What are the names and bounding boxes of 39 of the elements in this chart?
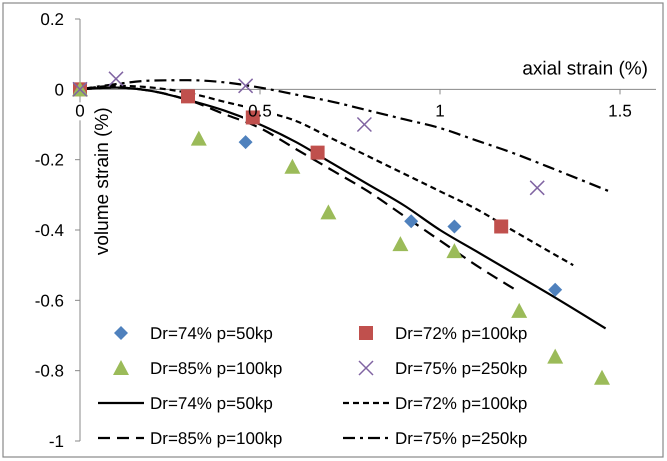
y-tick-label: -0.6 (34, 291, 64, 310)
point (447, 219, 462, 234)
point (356, 116, 372, 132)
legend-label: Dr=75% p=250kp (395, 358, 528, 378)
y-tick-label: -0.2 (34, 150, 64, 170)
x-tick-label: 0 (75, 101, 85, 120)
point (529, 180, 545, 196)
y-tick-label: -0.4 (34, 220, 64, 240)
point (320, 204, 336, 220)
y-tick-label: 0.2 (40, 10, 64, 29)
legend-label: Dr=74% p=50kp (150, 394, 273, 413)
x-tick-label: 1.5 (608, 101, 632, 120)
y-axis-title: volume strain (%) (92, 107, 113, 256)
point (392, 236, 408, 252)
point (238, 135, 253, 150)
legend-label: Dr=72% p=100kp (395, 394, 528, 413)
point (404, 214, 418, 228)
point (594, 370, 610, 385)
point (511, 302, 528, 318)
point (181, 89, 195, 104)
legend-label: Dr=85% p=100kp (150, 428, 282, 448)
legend-label: Dr=85% p=100kp (150, 358, 282, 378)
point (108, 71, 124, 87)
y-tick-label: -1 (48, 432, 64, 451)
point (238, 78, 254, 94)
legend-label: Dr=75% p=250kp (395, 428, 528, 448)
point (310, 146, 325, 160)
point (190, 130, 207, 146)
point (547, 348, 564, 364)
x-tick-label: 1 (435, 101, 445, 120)
x-axis-title: axial strain (%) (522, 58, 648, 80)
point (494, 219, 508, 234)
y-tick-label: -0.8 (34, 362, 64, 381)
legend-label: Dr=72% p=100kp (395, 324, 528, 343)
point (446, 243, 462, 258)
point (548, 282, 562, 297)
point (284, 158, 300, 174)
legend-label: Dr=74% p=50kp (150, 324, 273, 343)
y-tick-label: 0 (54, 80, 64, 100)
